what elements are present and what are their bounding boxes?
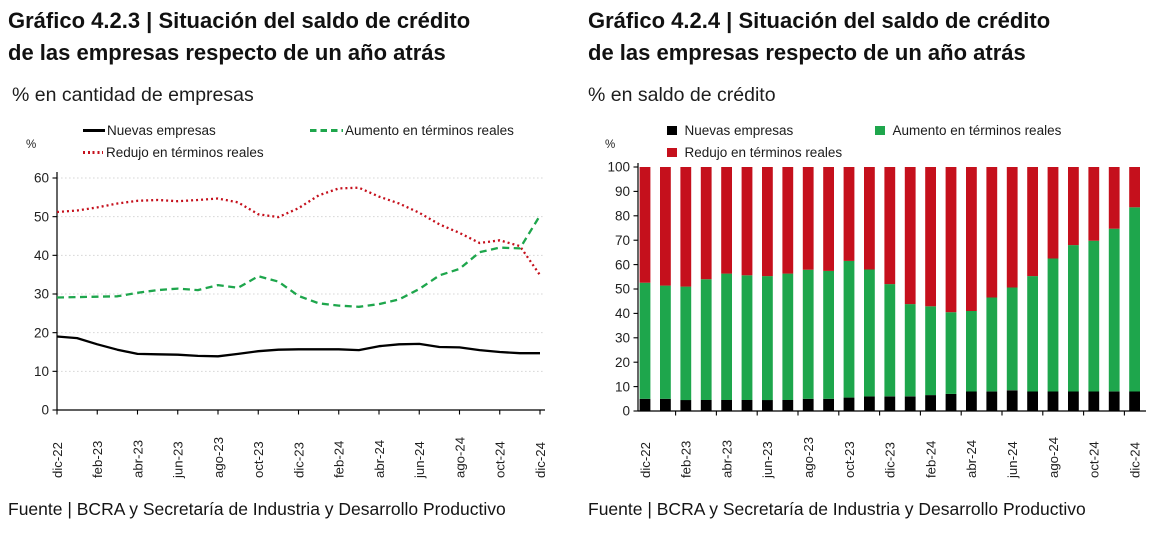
chart-title: Gráfico 4.2.4 | Situación del saldo de c… [588,5,1050,69]
svg-text:dic-24: dic-24 [533,442,548,478]
chart-legend: Nuevas empresas Aumento en términos real… [667,122,1061,161]
svg-text:dic-22: dic-22 [638,442,653,478]
svg-text:70: 70 [615,233,630,248]
svg-text:oct-24: oct-24 [493,441,508,478]
legend-item: Aumento en términos reales [875,122,1061,139]
chart-legend: Nuevas empresas Aumento en términos real… [83,122,514,161]
svg-text:dic-23: dic-23 [883,442,898,478]
svg-text:90: 90 [615,184,630,199]
legend-item: Aumento en términos reales [310,122,514,139]
chart-panel-4-2-4: Gráfico 4.2.4 | Situación del saldo de c… [579,0,1158,536]
chart-subtitle: % en saldo de crédito [588,84,776,106]
dashed-line-swatch-icon [310,129,343,132]
svg-text:abr-23: abr-23 [719,440,734,478]
legend-label: Redujo en términos reales [106,145,264,160]
chart-title-line2: de las empresas respecto de un año atrás [8,40,446,65]
source-note: Fuente | BCRA y Secretaría de Industria … [588,499,1086,519]
svg-text:10: 10 [615,379,630,394]
legend-item: Redujo en términos reales [667,144,875,161]
svg-text:ago-24: ago-24 [1046,437,1061,478]
square-swatch-icon [875,125,885,136]
svg-text:abr-24: abr-24 [372,440,387,478]
legend-item: Redujo en términos reales [83,144,310,161]
solid-line-swatch-icon [83,129,105,132]
svg-text:50: 50 [34,209,49,224]
svg-text:abr-23: abr-23 [130,440,145,478]
svg-text:100: 100 [607,160,630,175]
svg-text:30: 30 [615,331,630,346]
svg-text:feb-24: feb-24 [332,441,347,478]
svg-text:0: 0 [622,404,630,419]
svg-text:ago-23: ago-23 [211,437,226,478]
svg-text:40: 40 [615,306,630,321]
y-axis-unit-label: % [26,139,37,151]
legend-label: Redujo en términos reales [684,145,843,160]
svg-text:dic-23: dic-23 [291,442,306,478]
source-note: Fuente | BCRA y Secretaría de Industria … [8,499,506,519]
line-chart-canvas: 0 10 20 30 40 50 60 dic-22 feb-23 abr-23 jun-23 ago… [34,171,548,479]
svg-text:dic-24: dic-24 [1127,442,1142,478]
chart-panel-4-2-3: Gráfico 4.2.3 | Situación del saldo de c… [8,5,548,519]
svg-text:feb-23: feb-23 [679,441,694,478]
svg-text:dic-22: dic-22 [50,442,65,478]
svg-text:20: 20 [34,325,49,340]
legend-label: Aumento en términos reales [345,123,514,138]
square-swatch-icon [667,147,677,158]
svg-text:feb-24: feb-24 [923,441,938,478]
legend-label: Nuevas empresas [107,123,216,138]
svg-text:oct-24: oct-24 [1087,441,1102,478]
y-axis-unit-label: % [605,139,616,151]
chart-title-line1: Gráfico 4.2.4 | Situación del saldo de c… [588,8,1051,33]
square-swatch-icon [667,125,677,136]
chart-title-line2: de las empresas respecto de un año atrás [588,40,1026,65]
svg-text:jun-24: jun-24 [1005,441,1020,479]
legend-label: Nuevas empresas [684,123,794,138]
stacked-bar-chart-canvas: 0 10 20 30 40 50 60 70 80 90 100 dic-22 feb-23 abr-23… [607,160,1146,479]
svg-text:jun-24: jun-24 [412,441,427,479]
chart-title-line1: Gráfico 4.2.3 | Situación del saldo de c… [8,8,471,33]
svg-text:jun-23: jun-23 [760,441,775,479]
legend-item: Nuevas empresas [667,122,875,139]
svg-text:jun-23: jun-23 [171,441,186,479]
svg-text:0: 0 [41,403,49,418]
legend-item: Nuevas empresas [83,122,310,139]
svg-text:60: 60 [615,257,630,272]
svg-text:20: 20 [615,355,630,370]
legend-label: Aumento en términos reales [892,123,1062,138]
svg-text:ago-23: ago-23 [801,437,816,478]
chart-title: Gráfico 4.2.3 | Situación del saldo de c… [8,5,470,69]
svg-text:ago-24: ago-24 [452,437,467,478]
svg-text:80: 80 [615,209,630,224]
svg-text:oct-23: oct-23 [842,441,857,478]
svg-text:60: 60 [34,171,49,186]
svg-text:oct-23: oct-23 [251,441,266,478]
chart-subtitle: % en cantidad de empresas [12,84,254,106]
svg-text:10: 10 [34,364,49,379]
svg-text:feb-23: feb-23 [90,441,105,478]
svg-text:50: 50 [615,282,630,297]
svg-text:abr-24: abr-24 [964,440,979,478]
svg-text:40: 40 [34,248,49,263]
svg-text:30: 30 [34,287,49,302]
dotted-line-swatch-icon [83,151,103,154]
